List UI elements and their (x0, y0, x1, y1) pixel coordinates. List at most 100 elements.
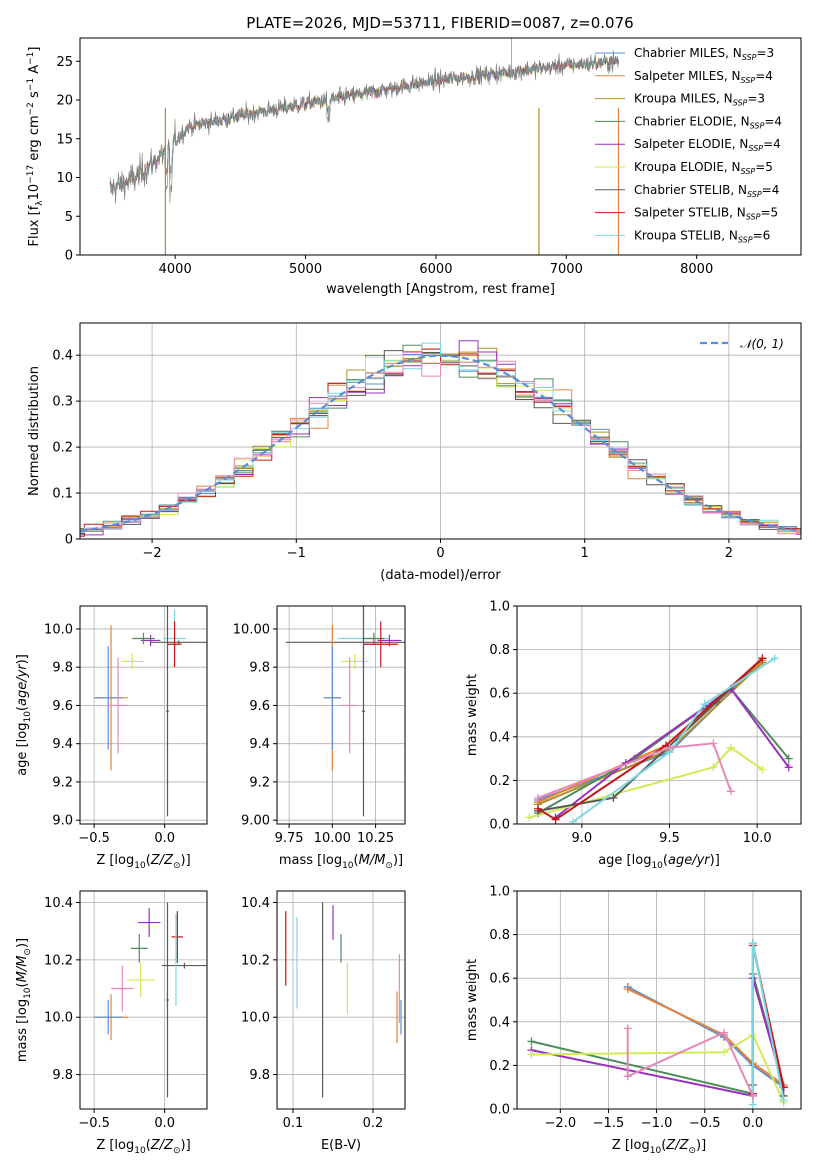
errorbar-point (341, 657, 359, 754)
x-tick-label: −0.5 (78, 1116, 110, 1131)
weight-series-line (537, 659, 764, 801)
errorbar-point (150, 640, 207, 645)
weight-marker (748, 939, 757, 948)
label-segment: ⊙ (688, 1146, 696, 1156)
weight-marker (623, 985, 632, 994)
axes-age_vs_Z: −0.5 0.09.09.29.49.69.810.0Z [log10(Z/Z⊙)… (15, 605, 208, 871)
legend-sub: SSP (748, 144, 763, 153)
y-tick-label: 9.0 (52, 814, 73, 829)
weight-marker (784, 763, 793, 772)
y-axis-label: age [log10(age/yr)] (15, 654, 33, 776)
plot-area-weight_vs_Z (527, 939, 788, 1109)
x-axis-label: Z [log10(Z/Z⊙)] (612, 1138, 706, 1156)
label-segment: age/yr (668, 853, 711, 868)
y-tick-label: 9.2 (52, 775, 73, 790)
label-segment: Z/Z (150, 853, 174, 868)
y-tick-label: 0 (65, 533, 73, 548)
y-tick-label: 0.8 (489, 928, 510, 943)
label-segment: −17 (26, 165, 36, 184)
label-segment: Z [log (96, 1138, 134, 1153)
y-tick-label: 9.8 (249, 661, 270, 676)
plot-area-weight_vs_age (525, 654, 793, 824)
weight-marker (726, 743, 735, 752)
legend-count: =3 (747, 92, 765, 106)
label-segment: M/M (359, 853, 386, 868)
y-tick-label: 10.0 (44, 622, 73, 637)
label-segment: ( (354, 853, 359, 868)
label-segment: ⊙ (23, 948, 33, 956)
legend-entry: Kroupa STELIB, NSSP=6 (634, 228, 770, 244)
label-segment: )] (393, 853, 403, 868)
errorbar-point (111, 965, 134, 1012)
label-segment: Flux [f (27, 205, 42, 246)
x-axis-label: (data-model)/error (380, 568, 501, 583)
label-segment: M/M (15, 956, 30, 983)
y-tick-label: 9.8 (52, 1068, 73, 1083)
label-segment: mass [log (15, 999, 30, 1062)
panel-age_vs_mass: 9.75 10.00 10.25 9.00 9.2 9.4 9.6 9.8 10.00 mass … (233, 605, 406, 871)
label-segment: s (27, 91, 42, 102)
errorbar-point (108, 657, 128, 754)
legend-count: =4 (764, 114, 782, 128)
label-segment: ( (661, 1138, 666, 1153)
y-tick-label: 10.2 (241, 953, 270, 968)
weight-marker (758, 765, 767, 774)
panel-spectrum: 4000 5000 6000 7000 8000 0 5 10 15 20 25 Chabrier M… (26, 37, 802, 297)
x-tick-label: −0.5 (78, 831, 110, 846)
y-tick-label: 0.4 (52, 349, 73, 364)
y-tick-label: 1.0 (489, 600, 510, 615)
label-segment: )] (710, 853, 720, 868)
label-segment: 10 (650, 1146, 662, 1156)
y-tick-label: 10.00 (233, 622, 270, 637)
plot-area-age_vs_Z (94, 606, 207, 817)
x-tick-label: 7000 (550, 262, 583, 277)
x-tick-label: −1 (287, 546, 306, 561)
panel-weight_vs_Z: −2.0 −1.5 −1.0 −0.5 0.0 0.0 0.2 0.4 0.6 0.8 1.0 mas… (465, 885, 802, 1156)
label-segment: 10 (134, 861, 146, 871)
y-tick-label: 9.6 (249, 699, 270, 714)
plot-area-mass_vs_Z (94, 902, 207, 1098)
y-tick-label: 0.2 (489, 1059, 510, 1074)
x-tick-label: 2 (725, 546, 733, 561)
y-tick-label: 0.0 (489, 818, 510, 833)
y-tick-label: 9.2 (249, 775, 270, 790)
x-tick-label: −2.0 (545, 1116, 577, 1131)
weight-series-line (529, 746, 763, 819)
weight-series-line (537, 659, 764, 804)
axes-residuals: −2 −1 0 1 2 0 0.1 0.2 0.3 0.4 𝒩(0, 1) (data-model)/… (27, 322, 802, 583)
x-tick-label: 9.0 (572, 831, 593, 846)
errorbar-point (174, 913, 178, 1006)
errorbar-point (361, 606, 366, 817)
errorbar-point (132, 632, 155, 645)
weight-series-line (572, 657, 776, 823)
label-segment: )] (15, 654, 30, 664)
plot-area-mass_vs_EBV (285, 902, 402, 1098)
y-tick-label: 0.1 (52, 487, 73, 502)
label-segment: 10 (342, 861, 354, 871)
label-segment: age [log (15, 723, 30, 776)
y-tick-label: 1.0 (489, 885, 510, 900)
x-tick-label: 0.0 (743, 1116, 764, 1131)
legend-count: =5 (760, 206, 778, 220)
legend-sub: SSP (738, 235, 753, 244)
weight-series-line (537, 742, 732, 799)
x-axis-label: Z [log10(Z/Z⊙)] (96, 853, 190, 871)
x-tick-label: 1 (581, 546, 589, 561)
weight-marker (700, 700, 709, 709)
weight-marker (527, 1050, 536, 1059)
label-segment: ⊙ (173, 1146, 181, 1156)
y-tick-label: 0.8 (489, 643, 510, 658)
y-tick-label: 10 (56, 171, 73, 186)
x-tick-label: 4000 (159, 262, 192, 277)
label-segment: Z/Z (150, 1138, 174, 1153)
weight-marker (784, 754, 793, 763)
y-axis-label: mass weight (465, 959, 480, 1041)
x-tick-label: 0.2 (363, 1116, 384, 1131)
label-segment: λ (35, 200, 45, 206)
axes-weight_vs_Z: −2.0 −1.5 −1.0 −0.5 0.0 0.0 0.2 0.4 0.6 0.8 1.0 mas… (465, 885, 802, 1156)
axes-frame (516, 605, 802, 825)
weight-marker (609, 793, 618, 802)
legend-count: =4 (762, 183, 780, 197)
